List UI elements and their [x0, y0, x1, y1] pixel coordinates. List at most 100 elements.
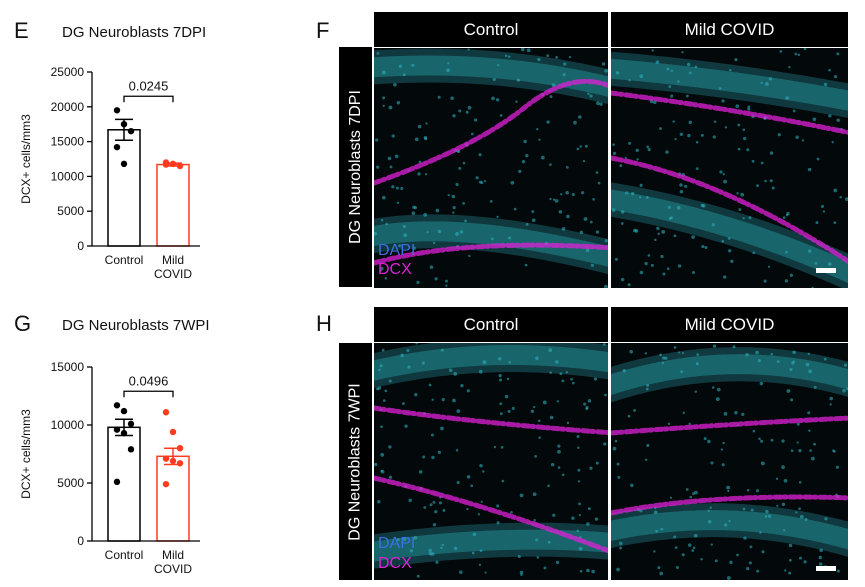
nucleus-dot [819, 548, 823, 553]
nucleus-dot [391, 134, 395, 138]
nucleus-dot [692, 546, 696, 550]
nucleus-dot [589, 94, 593, 98]
nucleus-dot [782, 216, 786, 219]
nucleus-dot [496, 504, 500, 508]
granule-texture [374, 345, 608, 381]
bar-control [107, 426, 141, 542]
nucleus-dot [508, 55, 511, 58]
nucleus-dot [504, 394, 509, 399]
nucleus-dot [599, 102, 603, 106]
nucleus-dot [788, 543, 793, 548]
nucleus-dot [646, 443, 650, 447]
nucleus-dot [639, 183, 643, 187]
nucleus-dot [382, 96, 386, 100]
nucleus-dot [423, 212, 427, 217]
nucleus-dot [435, 208, 440, 213]
nucleus-dot [670, 69, 674, 72]
nucleus-dot [445, 279, 449, 283]
nucleus-dot [421, 361, 425, 365]
nucleus-dot [429, 265, 434, 269]
nucleus-dot [764, 179, 767, 183]
nucleus-dot [459, 570, 463, 574]
nucleus-dot [777, 133, 781, 137]
nucleus-dot [416, 574, 420, 578]
nucleus-dot [404, 424, 408, 428]
nucleus-dot [549, 415, 554, 420]
nucleus-dot [808, 429, 811, 432]
nucleus-dot [382, 104, 385, 108]
nucleus-dot [788, 65, 791, 69]
nucleus-dot [765, 509, 769, 514]
nucleus-dot [376, 165, 380, 169]
nucleus-dot [467, 48, 470, 51]
nucleus-dot [525, 223, 529, 226]
nucleus-dot [719, 170, 723, 174]
nucleus-dot [555, 360, 559, 364]
nucleus-dot [813, 385, 817, 389]
nucleus-dot [836, 118, 840, 123]
nucleus-dot [619, 164, 623, 168]
nucleus-dot [676, 206, 681, 210]
nucleus-dot [498, 357, 502, 361]
data-point [176, 162, 184, 170]
p-value-label: 0.0245 [129, 78, 169, 93]
nucleus-dot [579, 569, 583, 573]
nucleus-dot [824, 517, 828, 521]
nucleus-dot [578, 546, 583, 551]
nucleus-dot [795, 511, 798, 514]
dcx-layer [611, 90, 848, 135]
nucleus-dot [538, 138, 541, 141]
nucleus-dot [462, 202, 465, 205]
nucleus-dot [547, 540, 551, 544]
nucleus-dot [499, 412, 503, 416]
nucleus-dot [808, 249, 812, 253]
nucleus-dot [501, 479, 505, 483]
nucleus-dot [633, 408, 637, 412]
granule-layer [374, 214, 608, 275]
nucleus-dot [760, 161, 764, 165]
nucleus-dot [723, 523, 728, 527]
nucleus-dot [833, 450, 836, 453]
nucleus-dot [424, 173, 428, 176]
dcx-layer [374, 405, 608, 436]
nucleus-dot [791, 361, 795, 365]
nucleus-dot [384, 389, 388, 393]
nucleus-dot [377, 500, 381, 504]
nucleus-dot [685, 94, 689, 98]
nucleus-dot [518, 169, 522, 174]
nucleus-dot [713, 120, 717, 123]
nucleus-dot [579, 230, 584, 235]
nucleus-dot [552, 513, 556, 517]
data-point [120, 429, 128, 437]
nucleus-dot [757, 359, 761, 363]
y-tick-label: 5000 [57, 476, 84, 490]
nucleus-dot [379, 364, 383, 368]
panel-letter-f: F [316, 18, 330, 43]
nucleus-dot [452, 398, 456, 403]
nucleus-dot [482, 360, 487, 365]
nucleus-dot [584, 144, 588, 148]
nucleus-dot [688, 543, 692, 547]
nucleus-dot [547, 484, 550, 488]
nucleus-dot [531, 210, 535, 214]
nucleus-dot [710, 543, 713, 546]
nucleus-dot [743, 136, 747, 141]
nucleus-dot [675, 566, 679, 570]
nucleus-dot [388, 105, 393, 110]
nucleus-dot [801, 139, 805, 142]
data-point [169, 160, 177, 168]
nucleus-dot [677, 264, 682, 268]
nucleus-dot [682, 411, 686, 415]
nucleus-dot [729, 69, 732, 72]
nucleus-dot [432, 500, 436, 504]
nucleus-dot [715, 397, 720, 401]
nucleus-dot [428, 383, 432, 387]
nucleus-dot [784, 569, 787, 572]
nucleus-dot [432, 523, 437, 527]
nucleus-dot [811, 456, 815, 461]
nucleus-dot [707, 439, 711, 444]
nucleus-dot [519, 493, 524, 498]
nucleus-dot [763, 279, 767, 283]
nucleus-dot [415, 343, 418, 345]
nucleus-dot [510, 511, 513, 514]
